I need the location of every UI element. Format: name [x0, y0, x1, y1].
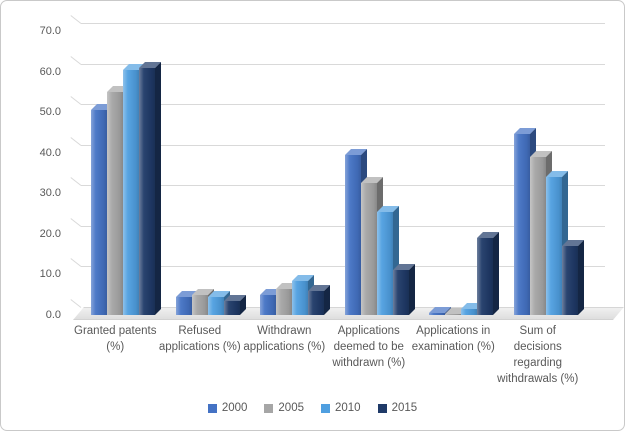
- legend-item-2010: 2010: [321, 402, 361, 414]
- bar-2010: [545, 171, 568, 315]
- y-axis-tick-label: 50.0: [39, 106, 61, 119]
- gridline: [81, 144, 605, 146]
- bar-side-face: [408, 264, 415, 315]
- gridline: [81, 23, 605, 24]
- bar-group: [335, 148, 420, 315]
- bar-2000: [513, 128, 536, 315]
- category-label: Applications in examination (%): [411, 325, 495, 353]
- legend-swatch-icon: [321, 403, 330, 413]
- bar-2000: [260, 288, 283, 315]
- gridline: [81, 63, 605, 65]
- bar-2015: [392, 264, 415, 315]
- x-axis-labels: Granted patents (%) Refused applications …: [73, 323, 580, 387]
- y-axis-tick-label: 20.0: [39, 227, 61, 240]
- legend-item-2000: 2000: [207, 402, 248, 414]
- bar-2015: [139, 61, 162, 315]
- plot-area: [81, 1, 588, 315]
- legend-item-2005: 2005: [264, 402, 304, 414]
- gridline: [81, 225, 605, 227]
- gridline: [81, 104, 605, 106]
- bar-group: [250, 274, 335, 315]
- bar-side-face: [493, 231, 500, 315]
- bar-2010: [123, 63, 146, 315]
- bar-2005: [276, 282, 299, 315]
- bar-2015: [308, 284, 331, 315]
- bar-side-face: [324, 284, 331, 315]
- y-axis-tick-label: 40.0: [39, 146, 61, 159]
- bar-2000: [91, 104, 114, 315]
- category-label: Withdrawn applications (%): [243, 325, 326, 353]
- bar-2005: [191, 288, 214, 315]
- y-axis-tick: [70, 258, 82, 268]
- legend-label: 2005: [278, 402, 304, 414]
- bar-2010: [461, 302, 484, 315]
- y-axis-tick-label: 0.0: [45, 309, 61, 321]
- legend-item-2015: 2015: [377, 402, 418, 414]
- y-axis-tick-label: 30.0: [39, 187, 61, 200]
- bar-side-face: [155, 61, 162, 315]
- y-axis-tick: [70, 15, 82, 24]
- y-axis-tick-label: 70.0: [39, 25, 61, 37]
- bar-2005: [529, 150, 552, 315]
- category-label: Granted patents (%): [74, 325, 157, 353]
- bar-2000: [344, 148, 367, 315]
- bar-2010: [292, 274, 315, 315]
- legend-swatch-icon: [207, 403, 217, 413]
- bar-2005: [360, 177, 383, 315]
- bar-2005: [107, 85, 130, 315]
- legend-swatch-icon: [377, 403, 387, 413]
- gridline: [81, 185, 605, 187]
- legend-label: 2010: [335, 402, 361, 414]
- y-axis-tick: [70, 299, 82, 308]
- bar-2000: [429, 306, 452, 315]
- bar-group: [81, 61, 166, 315]
- category-label: Sum of decisions regarding withdrawals (…: [497, 325, 579, 385]
- category-label: Refused applications (%): [158, 325, 241, 353]
- y-axis-tick-label: 60.0: [39, 65, 61, 78]
- y-axis-tick-label: 10.0: [39, 268, 61, 281]
- bar-side-face: [577, 240, 584, 315]
- y-axis-tick: [70, 177, 82, 187]
- legend-label: 2015: [391, 402, 418, 414]
- bar-2000: [175, 290, 198, 315]
- legend-label: 2000: [221, 402, 248, 414]
- bar-2015: [561, 240, 584, 315]
- bar-group: [504, 128, 589, 315]
- y-axis-tick: [70, 96, 82, 106]
- bar-2015: [477, 231, 500, 315]
- y-axis-tick: [70, 217, 82, 227]
- bar-group: [419, 231, 504, 315]
- bar-group: [166, 288, 251, 315]
- bar-2005: [445, 307, 468, 315]
- bar-2010: [376, 205, 399, 315]
- gridline: [81, 266, 605, 268]
- legend: 2000 2005 2010 2015: [1, 402, 624, 414]
- y-axis-tick: [70, 136, 82, 146]
- bar-2015: [223, 294, 246, 315]
- legend-swatch-icon: [264, 403, 274, 413]
- category-label: Applications deemed to be withdrawn (%): [332, 325, 406, 369]
- bar-2010: [207, 290, 230, 315]
- y-axis-tick: [70, 55, 82, 65]
